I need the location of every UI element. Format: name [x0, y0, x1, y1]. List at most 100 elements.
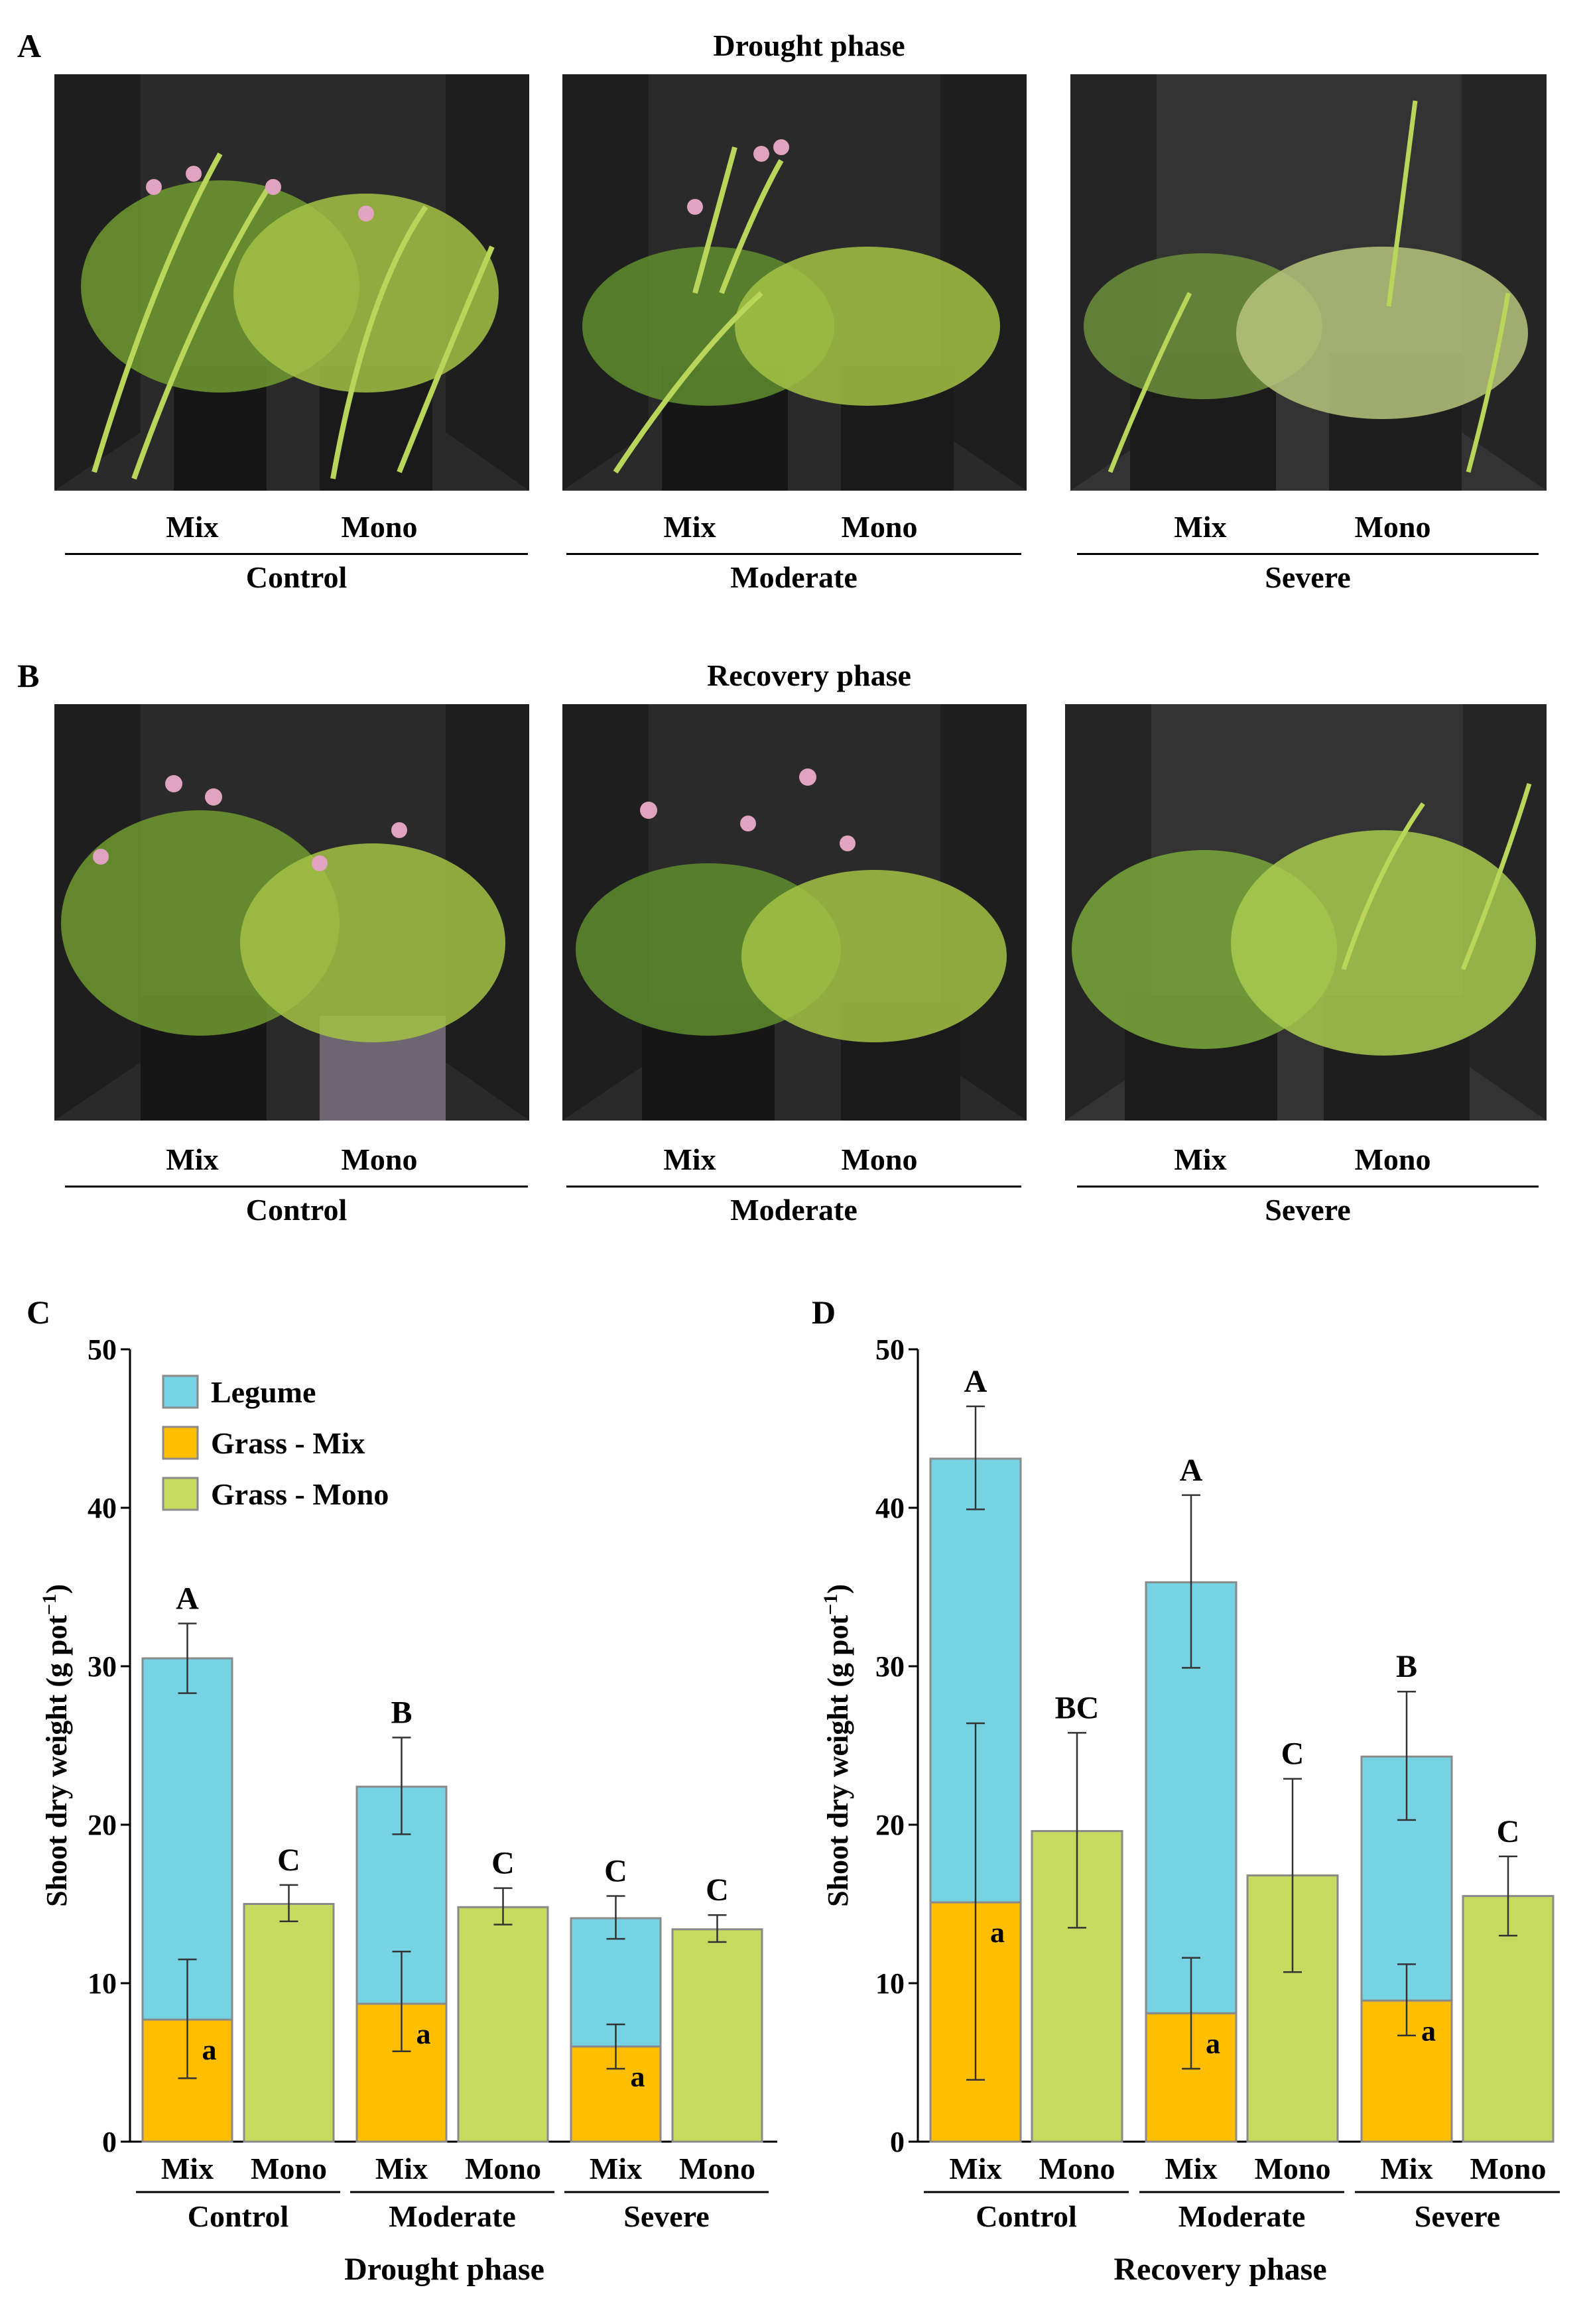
caption-a-severe-mix: Mix [1174, 510, 1227, 544]
y-axis-label: Shoot dry weight (g pot−1) [38, 1584, 73, 1907]
photo-recovery-moderate [562, 704, 1027, 1121]
caption-a-control-mix: Mix [166, 510, 219, 544]
caption-b-moderate-mono: Mono [841, 1142, 918, 1176]
panel-a-label: A [17, 27, 42, 64]
x-tick-label: Mono [1255, 2152, 1331, 2185]
caption-a-control-mono: Mono [341, 510, 418, 544]
caption-a-control: Control [245, 560, 348, 594]
treatment-label: Moderate [1178, 2199, 1306, 2233]
rule-b-control [65, 1186, 528, 1188]
panel-b-label: B [17, 657, 40, 694]
chart-phase-title: Drought phase [344, 2252, 544, 2287]
y-tick-label: 0 [102, 2126, 117, 2158]
y-tick-label: 0 [890, 2126, 905, 2158]
grass-significance-letter: a [631, 2061, 645, 2093]
y-tick-label: 40 [875, 1492, 905, 1524]
x-tick-label: Mono [465, 2152, 541, 2185]
caption-a-moderate-mono: Mono [841, 510, 918, 544]
x-tick-label: Mix [1380, 2152, 1432, 2185]
rule-a-control [65, 553, 528, 555]
x-tick-label: Mix [949, 2152, 1001, 2185]
grass-significance-letter: a [990, 1916, 1005, 1949]
panel-c-label: C [27, 1294, 51, 1331]
total-significance-letter: A [964, 1364, 987, 1399]
caption-b-control: Control [245, 1193, 348, 1227]
bar-legume [1145, 1581, 1238, 2014]
grass-significance-letter: a [202, 2034, 217, 2066]
caption-b-moderate-mix: Mix [663, 1142, 716, 1176]
treatment-label: Severe [1415, 2199, 1500, 2233]
rule-a-severe [1077, 553, 1539, 555]
y-axis-label: Shoot dry weight (g pot−1) [820, 1584, 854, 1907]
legend-swatch [162, 1477, 199, 1511]
y-tick-label: 20 [875, 1809, 905, 1841]
caption-a-moderate: Moderate [730, 560, 858, 594]
plant-photo-illustration [562, 704, 1027, 1121]
treatment-label: Moderate [389, 2199, 516, 2233]
grass-significance-letter: a [416, 2018, 431, 2050]
photo-drought-severe [1070, 74, 1547, 491]
total-significance-letter: C [604, 1854, 627, 1889]
y-tick-label: 10 [88, 1967, 117, 2000]
y-tick-label: 50 [875, 1333, 905, 1366]
total-significance-letter: C [706, 1872, 729, 1908]
x-tick-label: Mono [1039, 2152, 1115, 2185]
caption-b-control-mix: Mix [166, 1142, 219, 1176]
total-significance-letter: BC [1055, 1690, 1100, 1725]
chart-drought-phase: 0 10 20 30 40 50 Shoot dry weight (g pot−1) a A M… [38, 1333, 777, 2287]
total-significance-letter: A [1180, 1453, 1203, 1488]
grass-significance-letter: a [1206, 2027, 1220, 2059]
caption-a-severe: Severe [1265, 560, 1351, 594]
y-tick-label: 30 [88, 1650, 117, 1683]
total-significance-letter: C [277, 1843, 300, 1878]
photo-drought-control [54, 74, 529, 491]
x-tick-label: Mix [1165, 2152, 1217, 2185]
rule-a-moderate [566, 553, 1021, 555]
total-significance-letter: C [1281, 1737, 1304, 1772]
photo-recovery-severe [1065, 704, 1547, 1121]
caption-b-severe-mix: Mix [1174, 1142, 1227, 1176]
chart-phase-title: Recovery phase [1113, 2252, 1326, 2287]
x-tick-label: Mix [375, 2152, 428, 2185]
x-tick-label: Mix [590, 2152, 642, 2185]
panel-d-label: D [812, 1294, 836, 1331]
plant-photo-illustration [1065, 704, 1547, 1121]
caption-b-severe-mono: Mono [1354, 1142, 1431, 1176]
panel-b-title: Recovery phase [707, 658, 911, 692]
legend-label: Grass - Mono [211, 1477, 389, 1511]
plant-photo-illustration [1070, 74, 1547, 491]
plant-photo-illustration [562, 74, 1027, 491]
treatment-label: Control [188, 2199, 289, 2233]
total-significance-letter: A [176, 1581, 199, 1616]
y-tick-label: 50 [88, 1333, 117, 1366]
legend-swatch [162, 1426, 199, 1460]
total-significance-letter: B [391, 1695, 412, 1731]
legend-label: Grass - Mix [211, 1426, 365, 1460]
chart-recovery-phase: 0 10 20 30 40 50 Shoot dry weight (g pot−1) a A M… [820, 1333, 1560, 2287]
photo-drought-moderate [562, 74, 1027, 491]
x-tick-label: Mono [251, 2152, 327, 2185]
x-tick-label: Mono [679, 2152, 755, 2185]
bar-grass-mono [243, 1903, 335, 2143]
caption-b-moderate: Moderate [730, 1193, 858, 1227]
photo-recovery-control [54, 704, 529, 1121]
y-tick-label: 30 [875, 1650, 905, 1683]
caption-a-moderate-mix: Mix [663, 510, 716, 544]
total-significance-letter: C [491, 1846, 515, 1881]
caption-b-severe: Severe [1265, 1193, 1351, 1227]
total-significance-letter: B [1396, 1649, 1417, 1684]
x-tick-label: Mono [1470, 2152, 1547, 2185]
bar-grass-mix [570, 2046, 662, 2143]
grass-significance-letter: a [1421, 2014, 1436, 2047]
x-tick-label: Mix [161, 2152, 214, 2185]
y-tick-label: 10 [875, 1967, 905, 2000]
caption-a-severe-mono: Mono [1354, 510, 1431, 544]
y-tick-label: 20 [88, 1809, 117, 1841]
legend-label: Legume [211, 1375, 316, 1409]
plant-photo-illustration [54, 704, 529, 1121]
rule-b-severe [1077, 1186, 1539, 1188]
treatment-label: Severe [623, 2199, 709, 2233]
treatment-label: Control [976, 2199, 1077, 2233]
plant-photo-illustration [54, 74, 529, 491]
bar-grass-mono [671, 1928, 763, 2143]
